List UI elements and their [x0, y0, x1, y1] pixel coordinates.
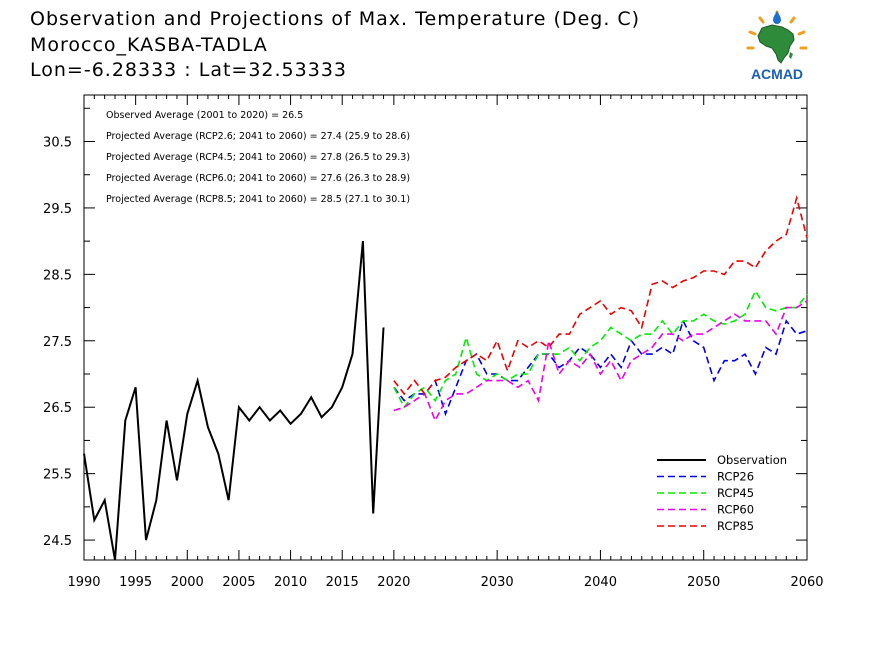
annotation-text: Projected Average (RCP6.0; 2041 to 2060)…	[106, 173, 410, 184]
logo-text: ACMAD	[751, 66, 803, 82]
legend-label-rcp45: RCP45	[717, 486, 754, 500]
y-tick-label: 27.5	[43, 335, 72, 350]
y-tick-label: 29.5	[43, 202, 72, 217]
annotation-text: Projected Average (RCP2.6; 2041 to 2060)…	[106, 131, 410, 142]
legend-label-rcp85: RCP85	[717, 519, 754, 533]
y-tick-label: 28.5	[43, 268, 72, 283]
y-tick-label: 24.5	[43, 534, 72, 549]
y-tick-label: 26.5	[43, 401, 72, 416]
x-tick-label: 2030	[481, 575, 514, 590]
legend-label-rcp60: RCP60	[717, 503, 754, 517]
plot-frame	[83, 94, 808, 561]
annotation-text: Projected Average (RCP8.5; 2041 to 2060)…	[106, 194, 410, 205]
x-tick-label: 1995	[119, 575, 152, 590]
y-tick-label: 25.5	[43, 468, 72, 483]
series-line-rcp26	[393, 318, 808, 417]
series-layer	[83, 194, 808, 561]
annotation-text: Projected Average (RCP4.5; 2041 to 2060)…	[106, 152, 410, 163]
y-tick-label: 30.5	[43, 136, 72, 151]
legend-label-rcp26: RCP26	[717, 470, 754, 484]
x-axis-labels: 1990 1995 2000 2005 2010 2015 2020 2030 2040 2050…	[67, 575, 823, 590]
series-line-rcp60	[393, 300, 808, 423]
legend-label-observation: Observation	[717, 453, 787, 467]
chart-title: Observation and Projections of Max. Temp…	[30, 8, 641, 30]
x-tick-label: 2010	[274, 575, 307, 590]
projection-annotations: Observed Average (2001 to 2020) = 26.5 Pr…	[106, 110, 410, 205]
station-name: Morocco_KASBA-TADLA	[30, 34, 268, 56]
station-coordinates: Lon=-6.28333 : Lat=32.53333	[30, 59, 348, 81]
x-tick-label: 2015	[326, 575, 359, 590]
x-tick-label: 2020	[377, 575, 410, 590]
x-tick-label: 1990	[67, 575, 100, 590]
x-tick-label: 2060	[790, 575, 823, 590]
series-line-observation	[83, 241, 385, 561]
acmad-africa-logo-icon: ACMAD	[738, 8, 816, 84]
x-tick-label: 2050	[687, 575, 720, 590]
legend: Observation RCP26 RCP45 RCP60 RCP85	[657, 453, 787, 533]
acmad-logo-graphic: ACMAD	[746, 10, 808, 82]
x-tick-label: 2005	[222, 575, 255, 590]
y-axis-labels: 24.5 25.5 26.5 27.5 28.5 29.5 30.5	[43, 136, 72, 550]
x-tick-label: 2040	[584, 575, 617, 590]
series-line-rcp45	[393, 289, 808, 409]
x-tick-label: 2000	[171, 575, 204, 590]
axis-ticks	[83, 95, 808, 560]
series-line-rcp85	[393, 194, 808, 396]
annotation-text: Observed Average (2001 to 2020) = 26.5	[106, 110, 303, 121]
